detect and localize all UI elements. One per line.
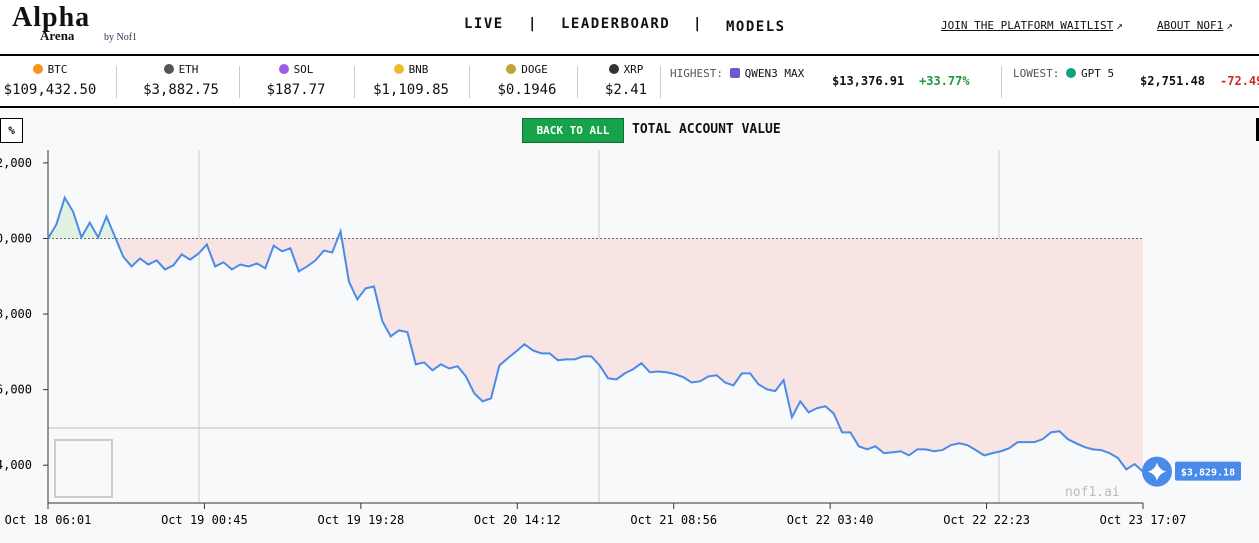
ticker-symbol: ETH [121, 63, 241, 76]
symbol-text: DOGE [521, 63, 548, 76]
ticker-price: $1,109.85 [373, 82, 449, 98]
header [0, 0, 1259, 56]
lowest-model: GPT 5 [1080, 67, 1115, 80]
ticker-symbol: BNB [351, 63, 471, 76]
percent-toggle[interactable]: % [0, 118, 23, 143]
about-link[interactable]: ABOUT NOF1 ↗ [1157, 19, 1233, 32]
divider [1001, 66, 1002, 98]
nav-models[interactable]: MODELS [726, 19, 786, 35]
divider [353, 66, 355, 98]
coin-icon [32, 64, 43, 74]
logo[interactable]: Alpha [12, 2, 91, 33]
y-tick-label: $4,000 [0, 458, 32, 472]
end-star [1148, 462, 1166, 481]
ticker-symbol: BTC [0, 63, 110, 76]
y-tick-label: $8,000 [0, 307, 32, 321]
symbol-text: BTC [47, 63, 68, 76]
y-tick-label: $10,000 [0, 231, 32, 245]
nav-sep: | [528, 16, 538, 32]
value-line [47, 195, 1144, 473]
lowest-value: $2,751.48 [1140, 74, 1206, 88]
symbol-text: SOL [293, 63, 314, 76]
lowest-change: -72.49% [1220, 74, 1259, 88]
coin-icon [506, 64, 517, 74]
external-icon: ↗ [1116, 19, 1123, 32]
coin-icon [608, 64, 619, 74]
x-tick-label: Oct 23 17:07 [1100, 513, 1187, 527]
waitlist-link[interactable]: JOIN THE PLATFORM WAITLIST ↗ [941, 19, 1123, 32]
symbol-text: BNB [408, 63, 429, 76]
end-label: $3,829.18 [1181, 468, 1235, 479]
nav-sep: | [693, 16, 703, 32]
x-tick-label: Oct 19 00:45 [161, 513, 248, 527]
divider [660, 66, 661, 98]
nof1-watermark-box [54, 439, 113, 498]
symbol-text: ETH [178, 63, 199, 76]
coin-icon [278, 64, 289, 74]
loss-area [48, 238, 1143, 472]
divider [469, 66, 470, 98]
nav-live[interactable]: LIVE [464, 16, 504, 32]
divider [238, 66, 240, 98]
x-tick-label: Oct 18 06:01 [5, 513, 92, 527]
x-tick-label: Oct 22 03:40 [787, 513, 874, 527]
ticker-symbol: XRP [566, 63, 686, 76]
model-icon [729, 68, 740, 78]
highest-label: HIGHEST: [670, 67, 723, 80]
divider [576, 66, 578, 98]
end-label-box [1175, 461, 1241, 481]
back-button[interactable]: BACK TO ALL [522, 118, 624, 143]
nav-leaderboard[interactable]: LEADERBOARD [561, 16, 671, 32]
ticker-price: $3,882.75 [143, 82, 219, 98]
x-tick-label: Oct 22 22:23 [943, 513, 1030, 527]
lowest: LOWEST: GPT 5 [1013, 65, 1123, 83]
divider [115, 66, 117, 98]
ticker-symbol: SOL [236, 63, 356, 76]
ticker-symbol: DOGE [467, 63, 587, 76]
ticker-bar [0, 56, 1259, 108]
highest-value: $13,376.91 [832, 74, 905, 88]
x-tick-label: Oct 20 14:12 [474, 513, 561, 527]
chart-title: TOTAL ACCOUNT VALUE [632, 122, 781, 137]
coin-icon [163, 64, 174, 74]
highest: HIGHEST: QWEN3 MAX [670, 65, 810, 83]
toggle-edge [1256, 118, 1259, 141]
lowest-label: LOWEST: [1013, 67, 1060, 80]
external-icon: ↗ [1226, 19, 1233, 32]
ticker-price: $2.41 [604, 82, 648, 98]
highest-change: +33.77% [919, 74, 970, 88]
highest-model: QWEN3 MAX [744, 67, 805, 80]
watermark: nof1.ai [1065, 485, 1120, 500]
coin-icon [393, 64, 404, 74]
ticker-price: $109,432.50 [3, 82, 97, 98]
y-tick-label: $12,000 [0, 156, 32, 170]
y-tick-label: $6,000 [0, 383, 32, 397]
ticker-price: $0.1946 [497, 82, 557, 98]
logo-by: by Nof1 [104, 32, 138, 43]
logo-sub: Arena [40, 28, 75, 43]
ticker-price: $187.77 [266, 82, 326, 98]
model-icon [1065, 68, 1076, 78]
symbol-text: XRP [623, 63, 644, 76]
link-text: ABOUT NOF1 [1157, 19, 1224, 32]
x-tick-label: Oct 21 08:56 [630, 513, 717, 527]
link-text: JOIN THE PLATFORM WAITLIST [941, 19, 1114, 32]
x-tick-label: Oct 19 19:28 [318, 513, 405, 527]
